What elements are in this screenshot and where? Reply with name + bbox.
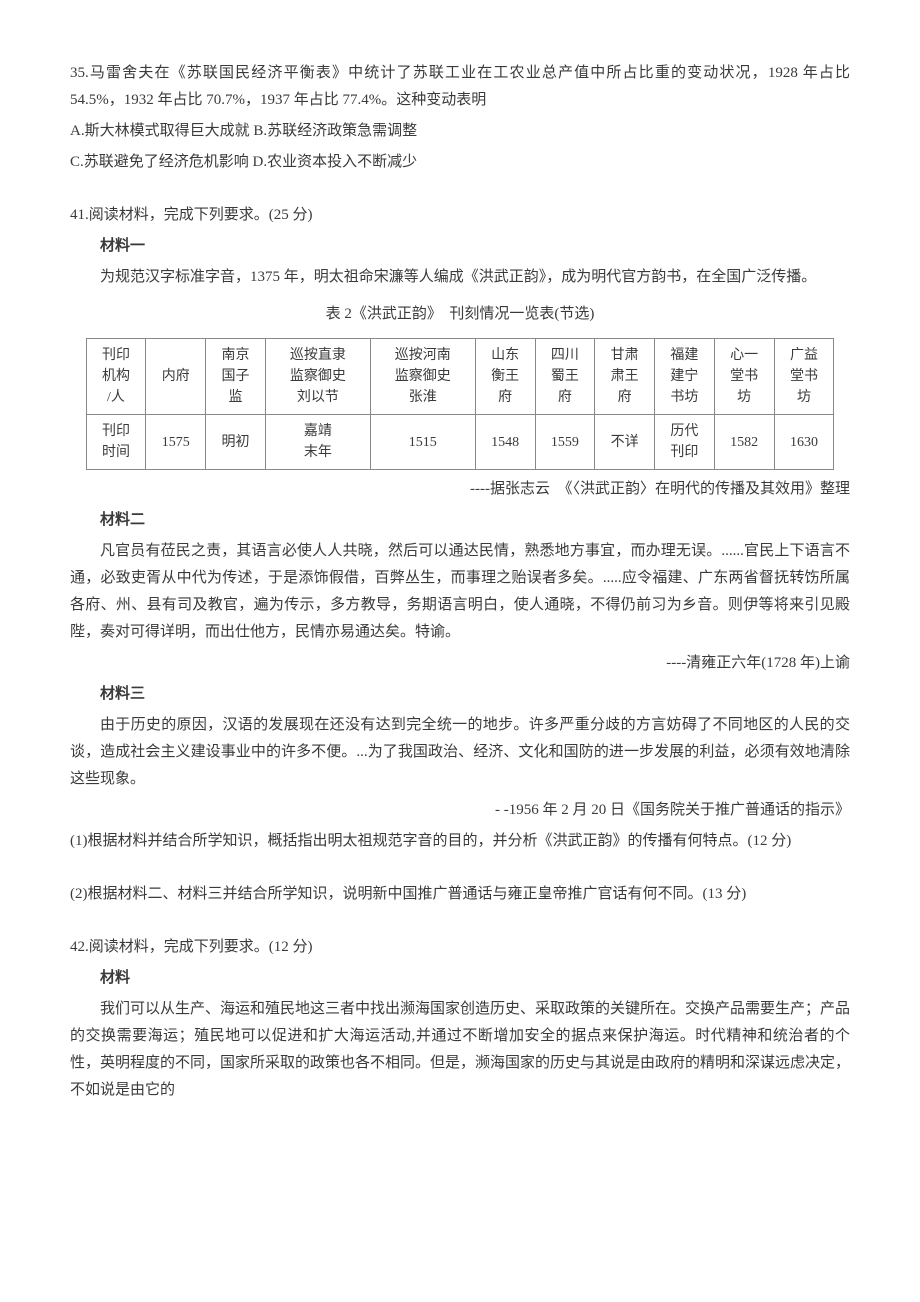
cell: 甘肃肃王府 (595, 339, 655, 415)
q35-opt-a: A.斯大林模式取得巨大成就 (70, 123, 250, 139)
q41-m1-label: 材料一 (70, 233, 850, 260)
q41-sub2: (2)根据材料二、材料三并结合所学知识，说明新中国推广普通话与雍正皇帝推广官话有… (70, 881, 850, 908)
cell: 四川蜀王府 (535, 339, 595, 415)
q35-stem: 35.马雷舍夫在《苏联国民经济平衡表》中统计了苏联工业在工农业总产值中所占比重的… (70, 60, 850, 114)
q41-m1-src: ----据张志云 《〈洪武正韵〉在明代的传播及其效用》整理 (70, 476, 850, 503)
cell: 巡按河南监察御史张淮 (370, 339, 475, 415)
table-row: 刊印机构/人 内府 南京国子监 巡按直隶监察御史刘以节 巡按河南监察御史张淮 山… (86, 339, 834, 415)
q41-m1-p1: 为规范汉字标准字音，1375 年，明太祖命宋濂等人编成《洪武正韵》，成为明代官方… (70, 264, 850, 291)
cell: 历代刊印 (655, 415, 715, 470)
q35-opts-ab: A.斯大林模式取得巨大成就 B.苏联经济政策急需调整 (70, 118, 850, 145)
q41-lead: 41.阅读材料，完成下列要求。(25 分) (70, 202, 850, 229)
q41-m3-p1: 由于历史的原因，汉语的发展现在还没有达到完全统一的地步。许多严重分歧的方言妨碍了… (70, 712, 850, 793)
q35-opt-c: C.苏联避免了经济危机影响 (70, 154, 249, 170)
cell: 不详 (595, 415, 655, 470)
q41-m3-src: - -1956 年 2 月 20 日《国务院关于推广普通话的指示》 (70, 797, 850, 824)
cell: 广益堂书坊 (774, 339, 834, 415)
cell: 巡按直隶监察御史刘以节 (265, 339, 370, 415)
q35-opt-b: B.苏联经济政策急需调整 (253, 123, 417, 139)
q42-lead: 42.阅读材料，完成下列要求。(12 分) (70, 934, 850, 961)
q41-sub1: (1)根据材料并结合所学知识，概括指出明太祖规范字音的目的，并分析《洪武正韵》的… (70, 828, 850, 855)
q42-p1: 我们可以从生产、海运和殖民地这三者中找出濒海国家创造历史、采取政策的关键所在。交… (70, 996, 850, 1104)
cell: 刊印时间 (86, 415, 146, 470)
table-row: 刊印时间 1575 明初 嘉靖末年 1515 1548 1559 不详 历代刊印… (86, 415, 834, 470)
cell: 1559 (535, 415, 595, 470)
q41-table-caption: 表 2《洪武正韵》 刊刻情况一览表(节选) (70, 301, 850, 328)
cell: 1575 (146, 415, 206, 470)
cell: 1582 (714, 415, 774, 470)
q41-table: 刊印机构/人 内府 南京国子监 巡按直隶监察御史刘以节 巡按河南监察御史张淮 山… (86, 338, 835, 470)
cell: 1515 (370, 415, 475, 470)
cell: 山东衡王府 (475, 339, 535, 415)
q41-m2-label: 材料二 (70, 507, 850, 534)
cell: 心一堂书坊 (714, 339, 774, 415)
cell: 内府 (146, 339, 206, 415)
cell: 明初 (206, 415, 266, 470)
q41-m2-src: ----清雍正六年(1728 年)上谕 (70, 650, 850, 677)
cell: 南京国子监 (206, 339, 266, 415)
cell: 嘉靖末年 (265, 415, 370, 470)
q35-opt-d: D.农业资本投入不断减少 (253, 154, 418, 170)
cell: 1548 (475, 415, 535, 470)
cell: 刊印机构/人 (86, 339, 146, 415)
q41-m2-p1: 凡官员有莅民之责，其语言必使人人共晓，然后可以通达民情，熟悉地方事宜，而办理无误… (70, 538, 850, 646)
cell: 1630 (774, 415, 834, 470)
q35-opts-cd: C.苏联避免了经济危机影响 D.农业资本投入不断减少 (70, 149, 850, 176)
q41-m3-label: 材料三 (70, 681, 850, 708)
cell: 福建建宁书坊 (655, 339, 715, 415)
q42-m-label: 材料 (70, 965, 850, 992)
